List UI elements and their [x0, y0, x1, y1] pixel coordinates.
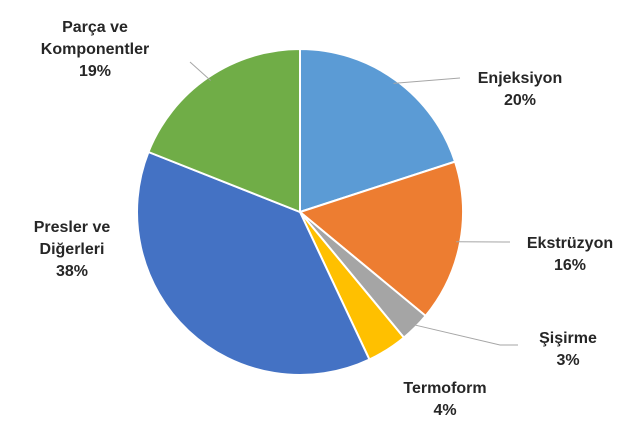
value-label: 38%: [55, 263, 89, 280]
leader-line: [189, 61, 211, 81]
category-label: Termoform: [403, 380, 487, 397]
value-label: 19%: [78, 63, 112, 80]
data-label: Enjeksiyon 20%: [450, 68, 590, 112]
data-label: Termoform 4%: [375, 378, 515, 422]
data-label: Presler ve Diğerleri 38%: [17, 217, 127, 283]
data-label: Parça ve Komponentler 19%: [10, 17, 180, 83]
pie-slice: [147, 47, 301, 214]
pie-slice: [297, 160, 464, 318]
data-label: Şişirme 3%: [508, 328, 628, 372]
data-label: Ekstrüzyon 16%: [500, 233, 634, 277]
pie-slice: [299, 47, 457, 214]
category-label: Enjeksiyon: [477, 70, 563, 87]
value-label: 3%: [556, 352, 580, 369]
value-label: 4%: [433, 402, 457, 419]
category-label: Şişirme: [539, 330, 597, 347]
category-label: Parça ve Komponentler: [40, 19, 150, 58]
pie-slice: [136, 150, 371, 376]
category-label: Presler ve Diğerleri: [33, 219, 111, 258]
leader-line: [412, 323, 518, 346]
leader-line: [393, 77, 461, 84]
category-label: Ekstrüzyon: [526, 235, 614, 252]
value-label: 20%: [503, 92, 537, 109]
value-label: 16%: [553, 257, 587, 274]
